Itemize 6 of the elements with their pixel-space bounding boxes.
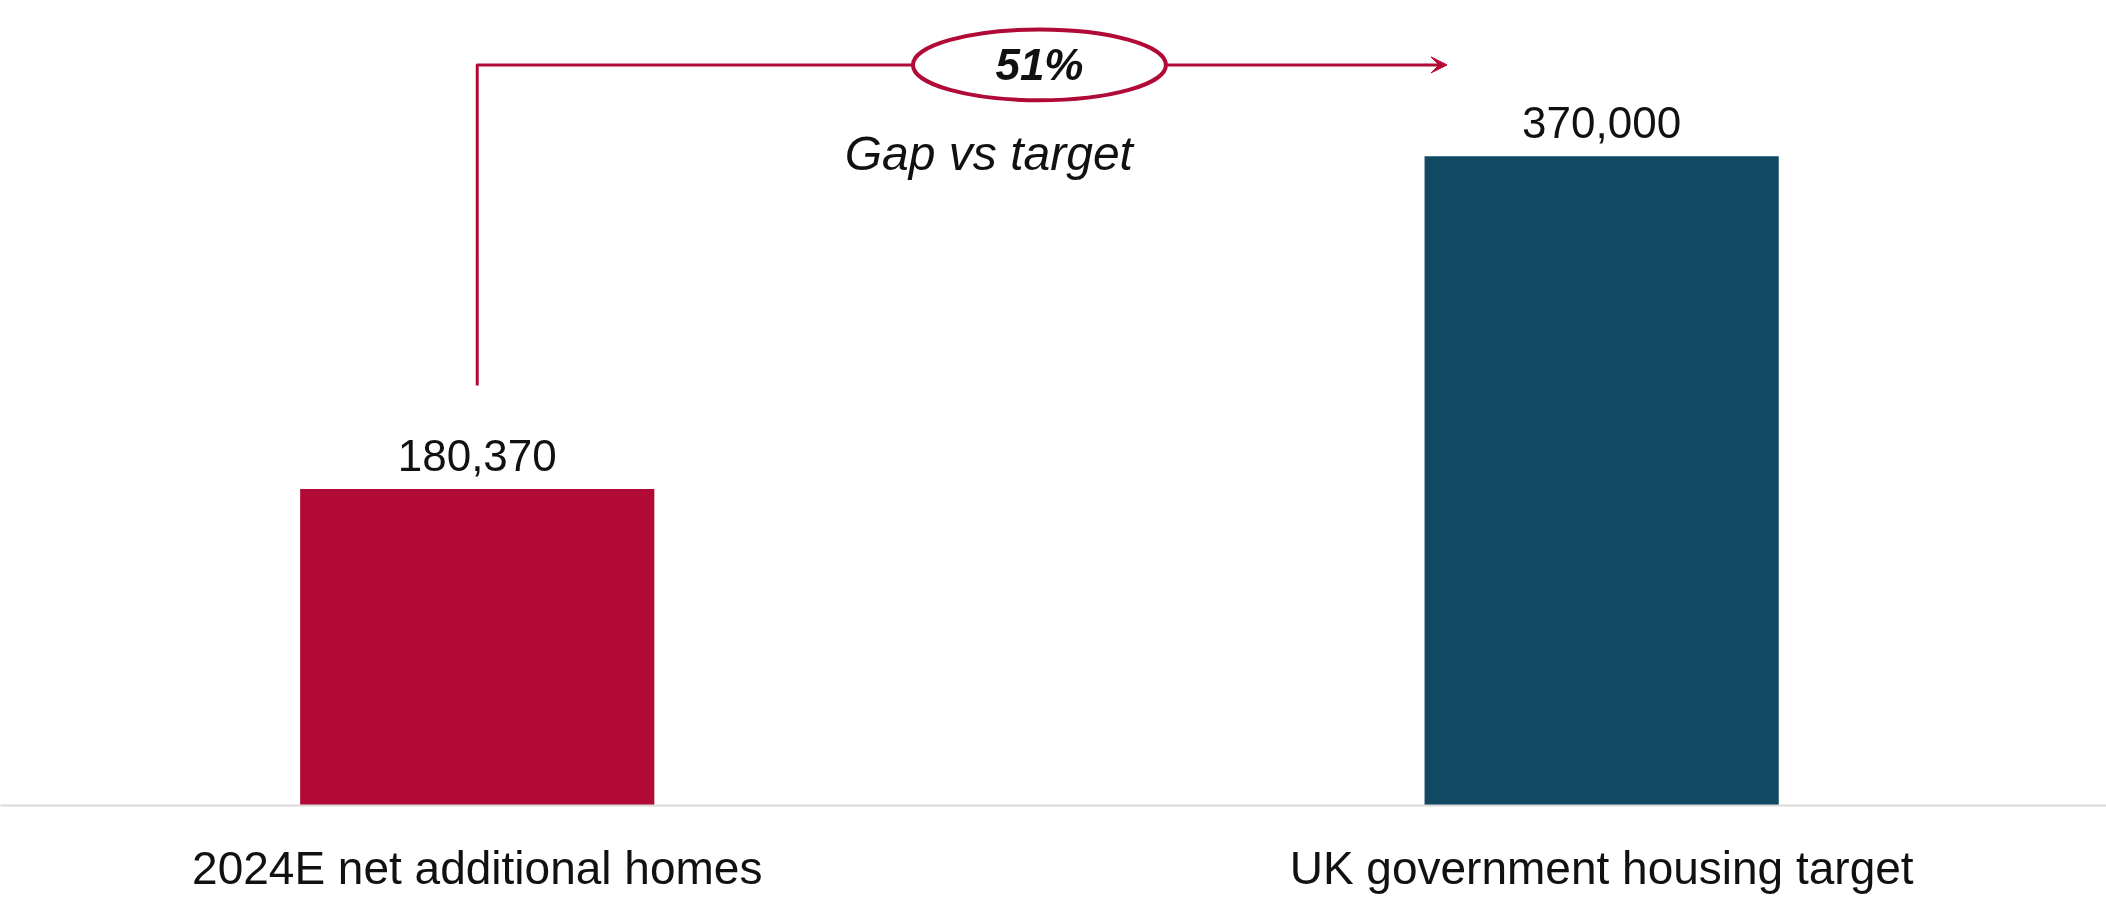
x-tick-label: 2024E net additional homes [192, 841, 763, 894]
annotation: Gap vs target [844, 126, 1135, 180]
x-tick-label: UK government housing target [1289, 841, 1914, 894]
data-label: 370,000 [1522, 98, 1682, 148]
text: 51% [995, 40, 1084, 90]
data-label: 180,370 [397, 431, 557, 481]
